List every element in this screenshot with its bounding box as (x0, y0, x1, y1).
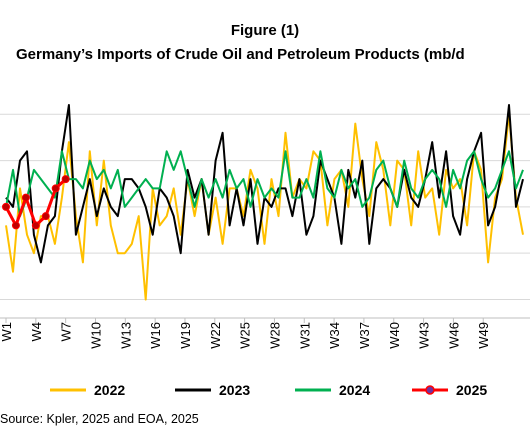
series-2025-point (11, 221, 20, 230)
legend-label-2024: 2024 (339, 382, 370, 398)
x-tick-label: W1 (0, 322, 14, 342)
series-2025-point (51, 184, 60, 193)
chart-title: Figure (1) (230, 22, 300, 39)
series-2025-point (61, 175, 70, 184)
x-tick-label: W49 (476, 322, 491, 349)
x-tick-label: W40 (387, 322, 402, 349)
x-tick-label: W25 (238, 322, 253, 349)
source-note: Source: Kpler, 2025 and EOA, 2025 (0, 412, 199, 426)
legend-label-2025: 2025 (456, 382, 487, 398)
x-tick-label: W46 (446, 322, 461, 349)
grid-lines (0, 113, 530, 300)
x-tick-label: W37 (357, 322, 372, 349)
series-2025-point (41, 212, 50, 221)
chart-subtitle: Germany’s Imports of Crude Oil and Petro… (16, 46, 465, 63)
x-tick-label: W16 (148, 322, 163, 349)
series-2022-line (5, 113, 524, 301)
series-2025-point (21, 193, 30, 202)
legend-label-2023: 2023 (219, 382, 250, 398)
x-tick-label: W4 (29, 322, 44, 342)
x-tick-label: W19 (178, 322, 193, 349)
x-tick-label: W34 (327, 322, 342, 349)
x-tick-label: W22 (208, 322, 223, 349)
x-tick-label: W31 (297, 322, 312, 349)
series-lines (2, 104, 524, 301)
legend-label-2022: 2022 (94, 382, 125, 398)
x-tick-label: W43 (417, 322, 432, 349)
x-tick-label: W7 (59, 322, 74, 342)
x-tick-label: W28 (267, 322, 282, 349)
x-tick-label: W13 (118, 322, 133, 349)
legend: 2022 2023 2024 2025 (50, 382, 487, 398)
series-2025-point (31, 221, 40, 230)
legend-marker-2025 (425, 385, 435, 395)
series-2024-line (5, 150, 524, 218)
series-2025-point (2, 202, 10, 211)
x-axis: W1 W4 W7 W10 W13 W16 W19 W22 W25 W28 W31 W34 W37 W40 W… (0, 317, 530, 349)
x-tick-label: W10 (89, 322, 104, 349)
